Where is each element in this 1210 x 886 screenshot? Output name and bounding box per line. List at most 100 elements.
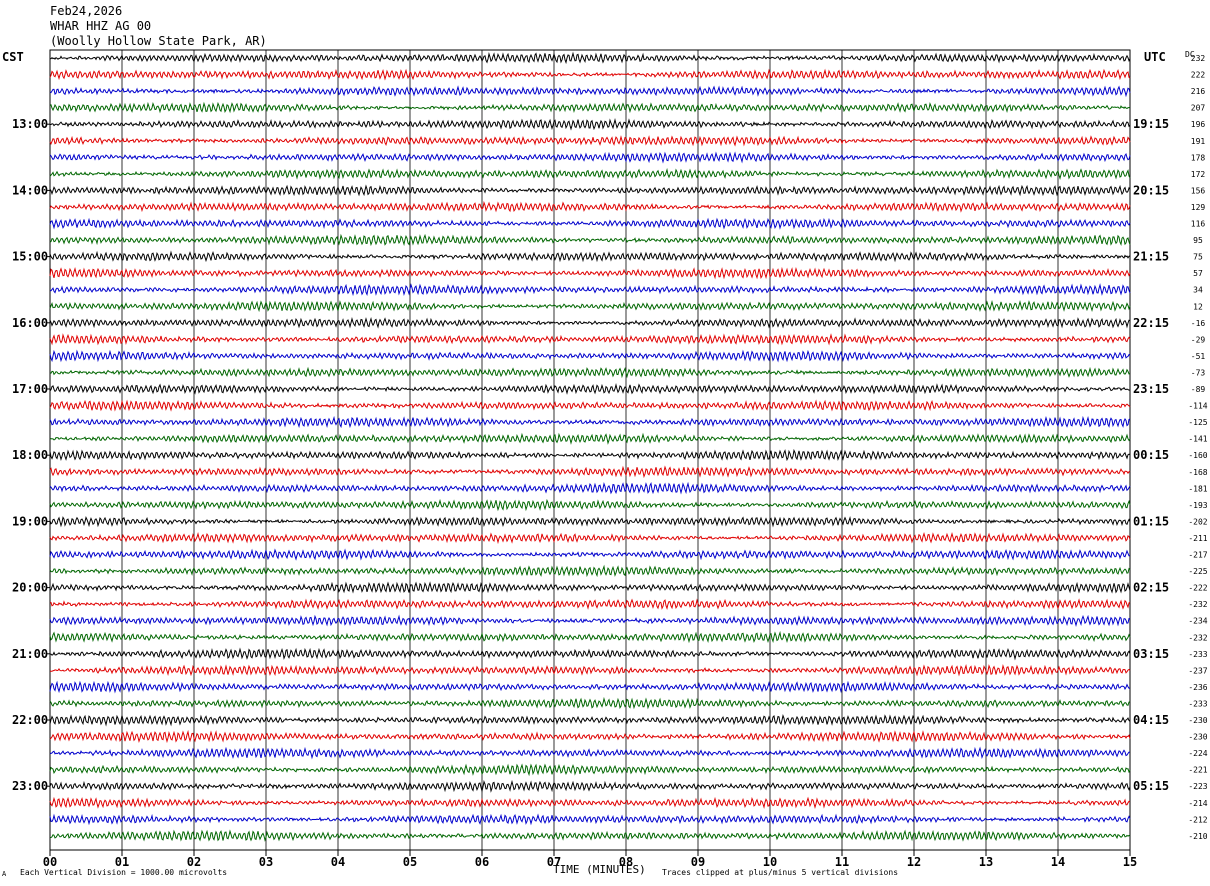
dc-offset-label: -233	[1188, 650, 1207, 659]
trace-line	[49, 663, 1131, 677]
corner-mark: A	[2, 870, 7, 878]
trace-line	[50, 118, 1131, 131]
dc-offset-label: -233	[1188, 699, 1207, 708]
left-hour-label: 18:00	[12, 448, 48, 462]
x-tick-label: 11	[835, 855, 849, 869]
trace-line	[49, 68, 1131, 81]
dc-offset-label: -230	[1188, 733, 1207, 742]
dc-offset-label: -212	[1188, 815, 1207, 824]
dc-offset-label: 116	[1191, 220, 1206, 229]
trace-line	[49, 498, 1131, 512]
station-code: WHAR HHZ AG 00	[50, 19, 152, 33]
left-hour-label: 15:00	[12, 250, 48, 264]
x-tick-label: 10	[763, 855, 777, 869]
x-tick-label: 08	[619, 855, 633, 869]
trace-line	[49, 729, 1131, 744]
trace-line	[49, 316, 1131, 329]
dc-column-label: DC	[1185, 50, 1195, 59]
dc-offset-label: -210	[1188, 832, 1207, 841]
left-hour-label: 14:00	[12, 183, 48, 197]
left-hour-label: 20:00	[12, 581, 48, 595]
trace-line	[49, 680, 1130, 694]
dc-offset-label: -217	[1188, 551, 1207, 560]
trace-line	[49, 283, 1131, 297]
dc-offset-label: -73	[1191, 368, 1206, 377]
trace-line	[49, 614, 1131, 627]
trace-line	[49, 349, 1131, 363]
dc-offset-label: 196	[1191, 120, 1206, 129]
trace-line	[49, 399, 1131, 412]
dc-offset-label: 222	[1191, 71, 1206, 80]
trace-line	[49, 779, 1131, 793]
dc-offset-label: -181	[1188, 484, 1207, 493]
x-tick-label: 04	[331, 855, 345, 869]
x-tick-label: 12	[907, 855, 921, 869]
right-hour-label: 19:15	[1133, 117, 1169, 131]
station-location: (Woolly Hollow State Park, AR)	[50, 34, 267, 48]
right-hour-label: 04:15	[1133, 713, 1169, 727]
x-tick-label: 14	[1051, 855, 1065, 869]
dc-offset-label: 95	[1193, 236, 1203, 245]
trace-line	[50, 647, 1131, 661]
trace-line	[49, 564, 1131, 578]
x-tick-label: 06	[475, 855, 489, 869]
scale-note: Each Vertical Division = 1000.00 microvo…	[20, 868, 228, 877]
right-hour-label: 21:15	[1133, 250, 1169, 264]
right-hour-label: 23:15	[1133, 382, 1169, 396]
dc-offset-label: -232	[1188, 600, 1207, 609]
trace-line	[49, 415, 1131, 429]
dc-offset-label: 156	[1191, 186, 1206, 195]
left-hour-label: 22:00	[12, 713, 48, 727]
trace-line	[49, 630, 1131, 644]
dc-offset-label: -224	[1188, 749, 1207, 758]
right-hour-label: 20:15	[1133, 183, 1169, 197]
dc-offset-label: -236	[1188, 683, 1207, 692]
dc-offset-label: -125	[1188, 418, 1207, 427]
trace-line	[49, 135, 1131, 147]
dc-offset-label: 57	[1193, 269, 1203, 278]
dc-offset-label: -16	[1191, 319, 1206, 328]
right-hour-label: 03:15	[1133, 647, 1169, 661]
x-tick-label: 05	[403, 855, 417, 869]
x-tick-label: 00	[43, 855, 57, 869]
dc-offset-label: 232	[1191, 54, 1206, 63]
clip-note: Traces clipped at plus/minus 5 vertical …	[662, 868, 899, 877]
trace-line	[49, 746, 1131, 760]
trace-line	[49, 713, 1131, 727]
dc-offset-label: -202	[1188, 517, 1207, 526]
x-tick-label: 09	[691, 855, 705, 869]
right-hour-label: 02:15	[1133, 581, 1169, 595]
trace-line	[49, 217, 1131, 230]
trace-line	[49, 696, 1131, 710]
dc-offset-label: -168	[1188, 468, 1207, 477]
x-tick-label: 03	[259, 855, 273, 869]
dc-offset-label: -51	[1191, 352, 1206, 361]
trace-line	[49, 250, 1131, 263]
trace-line	[49, 548, 1131, 561]
trace-line	[49, 266, 1131, 280]
left-timezone-label: CST	[2, 50, 24, 64]
right-hour-label: 01:15	[1133, 514, 1169, 528]
left-hour-label: 21:00	[12, 647, 48, 661]
x-tick-label: 07	[547, 855, 561, 869]
right-hour-label: 22:15	[1133, 316, 1169, 330]
trace-line	[49, 101, 1131, 114]
trace-line	[49, 333, 1131, 346]
x-tick-label: 13	[979, 855, 993, 869]
dc-offset-label: 216	[1191, 87, 1206, 96]
trace-line	[49, 299, 1131, 313]
dc-offset-label: -214	[1188, 799, 1207, 808]
trace-line	[49, 581, 1131, 594]
x-tick-label: 02	[187, 855, 201, 869]
trace-line	[49, 383, 1130, 395]
trace-line	[49, 516, 1131, 528]
dc-offset-label: 178	[1191, 153, 1206, 162]
record-date: Feb24,2026	[50, 4, 123, 18]
right-hour-label: 00:15	[1133, 448, 1169, 462]
left-hour-label: 13:00	[12, 117, 48, 131]
dc-offset-label: -234	[1188, 617, 1207, 626]
trace-line	[49, 481, 1131, 495]
right-hour-label: 05:15	[1133, 779, 1169, 793]
x-tick-label: 15	[1123, 855, 1137, 869]
